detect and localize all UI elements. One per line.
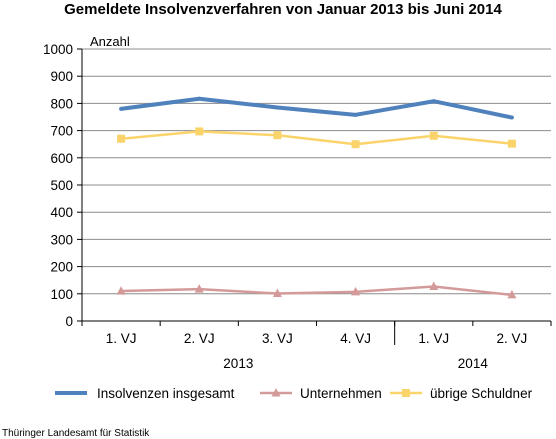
data-point — [431, 99, 436, 104]
y-tick-label: 100 — [50, 287, 73, 302]
chart-title: Gemeldete Insolvenzverfahren von Januar … — [64, 1, 502, 18]
y-tick-label: 200 — [50, 260, 73, 275]
gridlines — [82, 48, 551, 295]
series-line — [120, 130, 513, 146]
y-tick-label: 300 — [50, 232, 73, 247]
x-tick-label: 4. VJ — [340, 331, 371, 346]
y-axis-unit-label: Anzahl — [90, 34, 130, 49]
source-note: Thüringer Landesamt für Statistik — [2, 428, 150, 439]
y-tick-label: 700 — [50, 124, 73, 139]
data-point — [429, 281, 439, 290]
series-lines — [116, 96, 517, 299]
data-point — [195, 127, 204, 136]
y-tick-label: 900 — [50, 69, 73, 84]
data-point — [275, 105, 280, 110]
legend-label: Unternehmen — [300, 386, 382, 401]
y-tick-label: 1000 — [43, 42, 73, 57]
data-point — [353, 112, 358, 117]
data-point — [194, 284, 204, 293]
y-tick-label: 800 — [50, 96, 73, 111]
y-tick-label: 0 — [65, 314, 73, 329]
data-point — [273, 131, 282, 140]
legend-label: übrige Schuldner — [430, 386, 533, 401]
x-tick-label: 1. VJ — [106, 331, 137, 346]
data-point — [429, 131, 438, 140]
data-point — [507, 289, 517, 299]
series-1 — [116, 281, 517, 299]
legend-marker — [271, 388, 281, 397]
x-tick-label: 2. VJ — [497, 331, 528, 346]
data-point — [117, 134, 126, 143]
series-2 — [117, 127, 516, 149]
x-tick-label: 3. VJ — [262, 331, 293, 346]
x-group-label: 2013 — [223, 356, 253, 371]
data-point — [509, 115, 514, 120]
series-0 — [119, 96, 514, 120]
data-point — [197, 96, 202, 101]
legend-label: Insolvenzen insgesamt — [97, 386, 235, 401]
data-point — [507, 139, 516, 148]
data-point — [351, 286, 361, 296]
data-point — [272, 288, 282, 298]
data-point — [119, 106, 124, 111]
y-axis-ticks: 0 100 200 300 400 500 600 700 800 900 1000 — [43, 42, 82, 329]
series-line — [120, 96, 513, 120]
x-tick-label: 1. VJ — [418, 331, 449, 346]
y-tick-label: 600 — [50, 151, 73, 166]
x-axis-ticks: 1. VJ 2. VJ 3. VJ 4. VJ 1. VJ 2. VJ 2013 2014 — [81, 321, 552, 371]
y-tick-label: 400 — [50, 205, 73, 220]
y-tick-label: 500 — [50, 178, 73, 193]
series-line — [121, 285, 513, 297]
data-point — [351, 140, 360, 149]
x-group-label: 2014 — [458, 356, 489, 371]
legend-marker — [402, 389, 410, 397]
x-tick-label: 2. VJ — [184, 331, 215, 346]
data-point — [116, 286, 126, 295]
legend: Insolvenzen insgesamt Unternehmen übrige S… — [55, 386, 533, 401]
